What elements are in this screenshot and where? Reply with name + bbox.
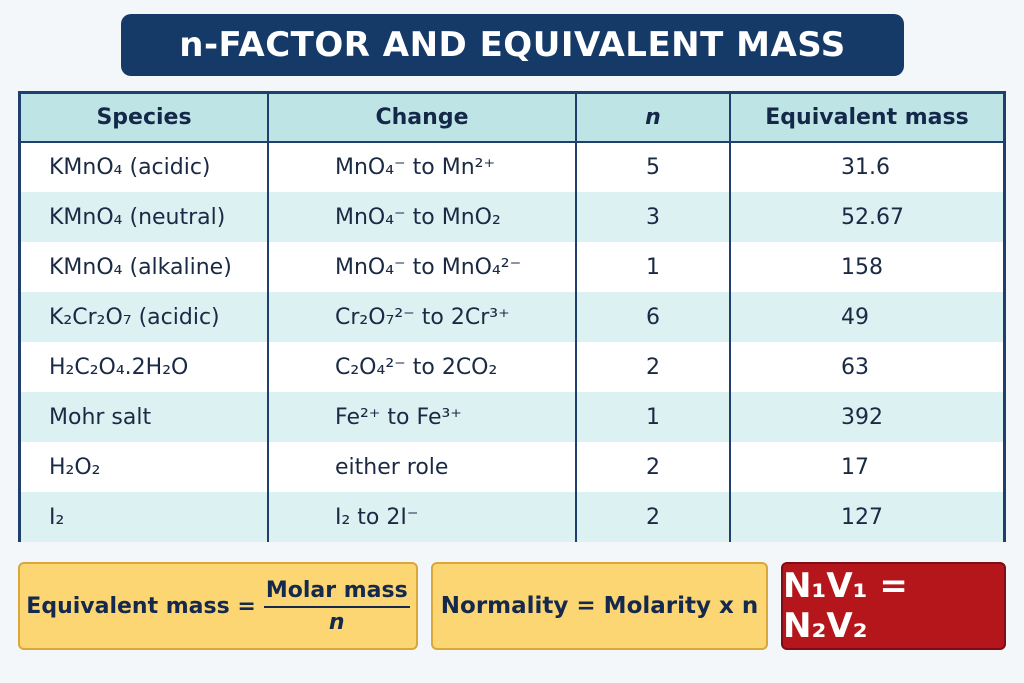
page-title: n-FACTOR AND EQUIVALENT MASS (121, 14, 904, 76)
table-row: KMnO₄ (alkaline) MnO₄⁻ to MnO₄²⁻ 1 158 (21, 242, 1003, 292)
table-row: I₂ I₂ to 2I⁻ 2 127 (21, 492, 1003, 542)
header-equivalent-mass: Equivalent mass (730, 94, 1003, 143)
table-row: H₂C₂O₄.2H₂O C₂O₄²⁻ to 2CO₂ 2 63 (21, 342, 1003, 392)
cell-equivalent-mass: 392 (730, 392, 1003, 442)
cell-equivalent-mass: 17 (730, 442, 1003, 492)
cell-species: KMnO₄ (neutral) (21, 192, 269, 242)
fraction-numerator: Molar mass (263, 578, 410, 608)
cell-n: 2 (576, 492, 731, 542)
cell-n: 3 (576, 192, 731, 242)
cell-n: 6 (576, 292, 731, 342)
cell-change: MnO₄⁻ to Mn²⁺ (268, 142, 577, 192)
table-row: KMnO₄ (acidic) MnO₄⁻ to Mn²⁺ 5 31.6 (21, 142, 1003, 192)
header-n: n (576, 94, 731, 143)
cell-change: Fe²⁺ to Fe³⁺ (268, 392, 577, 442)
table-row: KMnO₄ (neutral) MnO₄⁻ to MnO₂ 3 52.67 (21, 192, 1003, 242)
cell-change: C₂O₄²⁻ to 2CO₂ (268, 342, 577, 392)
cell-change: I₂ to 2I⁻ (268, 492, 577, 542)
table-header-row: Species Change n Equivalent mass (21, 94, 1003, 143)
cell-equivalent-mass: 63 (730, 342, 1003, 392)
cell-equivalent-mass: 158 (730, 242, 1003, 292)
equivalent-mass-label: Equivalent mass = (26, 593, 256, 619)
cell-species: H₂C₂O₄.2H₂O (21, 342, 269, 392)
cell-species: K₂Cr₂O₇ (acidic) (21, 292, 269, 342)
equivalent-mass-formula-box: Equivalent mass = Molar mass n (18, 562, 418, 650)
cell-n: 5 (576, 142, 731, 192)
normality-formula: Normality = Molarity x n (440, 593, 759, 619)
cell-change: either role (268, 442, 577, 492)
cell-species: KMnO₄ (acidic) (21, 142, 269, 192)
cell-n: 1 (576, 392, 731, 442)
fraction-denominator: n (328, 609, 345, 635)
data-table: Species Change n Equivalent mass KMnO₄ (… (21, 94, 1003, 542)
cell-n: 1 (576, 242, 731, 292)
cell-change: MnO₄⁻ to MnO₂ (268, 192, 577, 242)
equivalent-mass-fraction: Molar mass n (263, 578, 410, 635)
table-row: K₂Cr₂O₇ (acidic) Cr₂O₇²⁻ to 2Cr³⁺ 6 49 (21, 292, 1003, 342)
cell-n: 2 (576, 442, 731, 492)
cell-equivalent-mass: 127 (730, 492, 1003, 542)
cell-change: MnO₄⁻ to MnO₄²⁻ (268, 242, 577, 292)
cell-equivalent-mass: 31.6 (730, 142, 1003, 192)
normality-formula-box: Normality = Molarity x n (431, 562, 768, 650)
cell-equivalent-mass: 49 (730, 292, 1003, 342)
cell-species: Mohr salt (21, 392, 269, 442)
cell-species: I₂ (21, 492, 269, 542)
cell-species: H₂O₂ (21, 442, 269, 492)
table-row: Mohr salt Fe²⁺ to Fe³⁺ 1 392 (21, 392, 1003, 442)
header-species: Species (21, 94, 269, 143)
cell-species: KMnO₄ (alkaline) (21, 242, 269, 292)
titration-formula: N₁V₁ = N₂V₂ (783, 566, 908, 646)
header-change: Change (268, 94, 577, 143)
cell-equivalent-mass: 52.67 (730, 192, 1003, 242)
cell-change: Cr₂O₇²⁻ to 2Cr³⁺ (268, 292, 577, 342)
table-row: H₂O₂ either role 2 17 (21, 442, 1003, 492)
titration-formula-box: N₁V₁ = N₂V₂ (781, 562, 1006, 650)
n-factor-table: Species Change n Equivalent mass KMnO₄ (… (18, 91, 1006, 542)
cell-n: 2 (576, 342, 731, 392)
